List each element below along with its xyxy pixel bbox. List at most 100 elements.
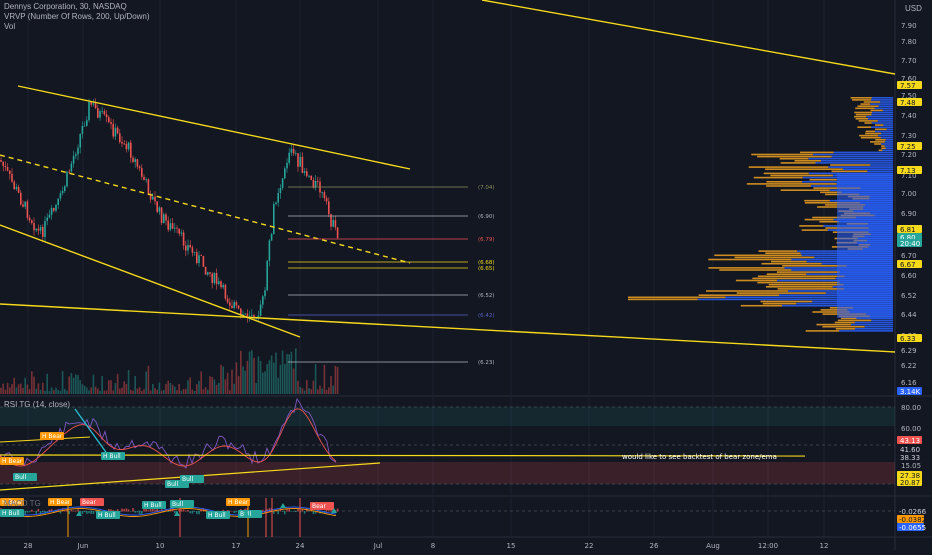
rsi-badge-label: 20.87 [900, 479, 920, 487]
vp-down-bar [768, 283, 844, 286]
volume-bar [200, 371, 202, 394]
volume-bar [123, 381, 125, 394]
volume-bar [273, 362, 275, 394]
vp-down-bar [852, 99, 872, 101]
vp-down-bar [820, 191, 842, 194]
vp-down-bar [820, 309, 848, 311]
volume-bar [72, 377, 75, 394]
volume-bar [303, 390, 306, 394]
volume-bar [37, 383, 40, 394]
vp-down-bar [881, 147, 886, 149]
candle-body [53, 207, 55, 211]
macd-histogram-bar [121, 508, 123, 512]
volume-bar [119, 388, 121, 394]
volume-bar [158, 382, 161, 394]
currency-label[interactable]: USD [905, 4, 922, 13]
candle-body [28, 217, 31, 221]
macd-signal-tag [142, 501, 166, 509]
candle-body [314, 180, 317, 188]
candle-body [185, 245, 187, 251]
trendlines[interactable] [0, 0, 896, 353]
vp-up-bar [854, 321, 893, 324]
macd-indicator-label[interactable]: MACD TG [4, 499, 41, 508]
vp-down-bar [799, 151, 834, 154]
candle-body [332, 220, 334, 227]
vp-down-bar [837, 319, 872, 322]
candle-body [31, 220, 33, 224]
rsi-bear-zone [0, 462, 895, 484]
price-badge-label: 6.67 [900, 261, 916, 269]
rsi-signal-tag-label: H Bear [2, 458, 23, 465]
volume-bar [154, 388, 156, 394]
price-badge [897, 166, 922, 174]
volume-bar [160, 390, 163, 394]
macd-signal-tag [170, 500, 194, 508]
price-badge-label: 7.48 [900, 99, 916, 107]
price-tick-label: 7.20 [901, 151, 917, 159]
volume-bar [94, 386, 97, 394]
candle-body [119, 133, 121, 143]
candle-body [317, 180, 319, 182]
price-badge [897, 225, 922, 233]
macd-badge [897, 507, 924, 515]
macd-histogram-bar [325, 508, 328, 512]
vp-down-bar [863, 101, 881, 103]
macd-histogram-bar [167, 511, 169, 512]
volume-bar [237, 376, 240, 394]
volume-bar [226, 372, 229, 394]
vp-down-bar [874, 124, 884, 126]
vp-up-bar [871, 113, 893, 116]
volume-bar [229, 390, 231, 394]
rsi-pane[interactable]: 80.0060.0041.6038.3315.0543.1341.6038.33… [0, 397, 922, 491]
macd-signal-tag-label: Bear [312, 503, 326, 510]
macd-histogram-bar [178, 509, 180, 512]
macd-histogram-bar [33, 510, 35, 512]
candle-body [290, 148, 293, 153]
volume-bar [121, 387, 123, 394]
volume-bar [259, 360, 262, 394]
macd-histogram-bar [68, 511, 70, 515]
macd-histogram-bar [94, 511, 97, 512]
symbol-title[interactable]: Dennys Corporation, 30, NASDAQ [4, 2, 127, 11]
candle-body [233, 302, 235, 309]
rsi-badge-label: 38.33 [900, 454, 920, 462]
volume-bar [251, 350, 253, 394]
candle-body [292, 148, 295, 154]
volume-bar [284, 364, 286, 394]
volume-bar [334, 365, 337, 394]
rsi-signal-tag-label: Bull [167, 481, 179, 488]
rsi-indicator-label[interactable]: RSI TG (14, close) [4, 400, 71, 409]
vrvp-indicator-label[interactable]: VRVP (Number Of Rows, 200, Up/Down) [4, 12, 150, 21]
vol-indicator-label[interactable]: Vol [4, 22, 16, 31]
vp-down-bar [760, 300, 813, 303]
vp-down-bar [766, 273, 807, 275]
vp-down-bar [875, 128, 887, 131]
candle-body [330, 214, 332, 227]
vp-down-bar [870, 141, 885, 143]
volume-bar [81, 384, 84, 394]
vp-down-bar [735, 279, 777, 282]
time-tick-label: 22 [585, 542, 594, 550]
macd-histogram-bar [281, 511, 284, 512]
volume-bar [171, 384, 174, 394]
vp-down-bar [751, 153, 813, 156]
vp-up-bar [821, 160, 893, 162]
volume-bar [266, 364, 268, 394]
macd-histogram-bar [59, 511, 62, 514]
volume-bar [138, 387, 141, 394]
vp-down-bar [834, 321, 855, 324]
candlestick-series [0, 98, 339, 323]
price-tick-label: 6.52 [901, 292, 917, 300]
macd-histogram-bar [290, 511, 293, 512]
vp-up-bar [867, 170, 893, 173]
volume-bar [6, 382, 9, 394]
candle-body [211, 273, 213, 284]
candle-body [231, 305, 233, 309]
macd-histogram-bar [233, 511, 235, 514]
candle-body [220, 281, 222, 288]
macd-histogram-bar [273, 511, 275, 514]
macd-signal-tag-label: H Bear [50, 499, 71, 506]
fib-levels[interactable]: (7.04) (6.90) (6.79) (6.68)(6.65) (6.52) (6.4… [288, 185, 495, 366]
